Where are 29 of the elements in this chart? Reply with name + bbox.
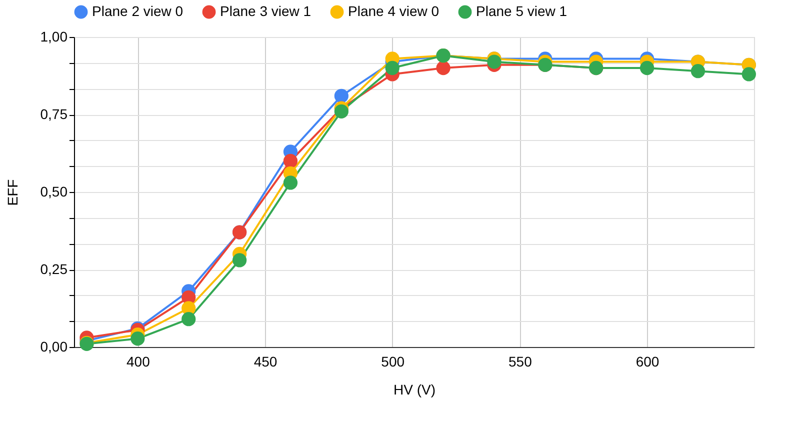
legend-label: Plane 2 view 0 <box>92 3 184 19</box>
legend-label: Plane 4 view 0 <box>348 3 440 19</box>
point <box>182 312 196 326</box>
x-tick-label: 600 <box>636 354 660 370</box>
y-tick-label: 0,50 <box>40 184 68 200</box>
x-axis-title: HV (V) <box>394 382 436 398</box>
legend-label: Plane 3 view 1 <box>220 3 312 19</box>
point <box>283 154 298 168</box>
x-tick-label: 500 <box>381 354 405 370</box>
point <box>385 60 400 76</box>
point <box>436 60 450 76</box>
y-tick-label: 0,75 <box>40 106 68 122</box>
y-tick-label: 0,25 <box>40 261 68 277</box>
y-axis-title: EFF <box>4 179 20 206</box>
point <box>130 332 145 346</box>
point <box>640 60 654 76</box>
point <box>232 253 247 268</box>
x-tick-label: 550 <box>508 354 532 370</box>
legend-label: Plane 5 view 1 <box>476 3 568 19</box>
point <box>334 104 348 118</box>
y-tick-label: 1,00 <box>40 28 68 44</box>
point <box>283 176 298 190</box>
point <box>742 67 756 82</box>
point <box>334 88 348 103</box>
point <box>487 54 502 69</box>
x-tick-label: 450 <box>254 354 278 370</box>
x-tick-label: 400 <box>126 354 150 370</box>
y-tick-label: 0,00 <box>40 338 68 354</box>
point <box>690 64 706 78</box>
